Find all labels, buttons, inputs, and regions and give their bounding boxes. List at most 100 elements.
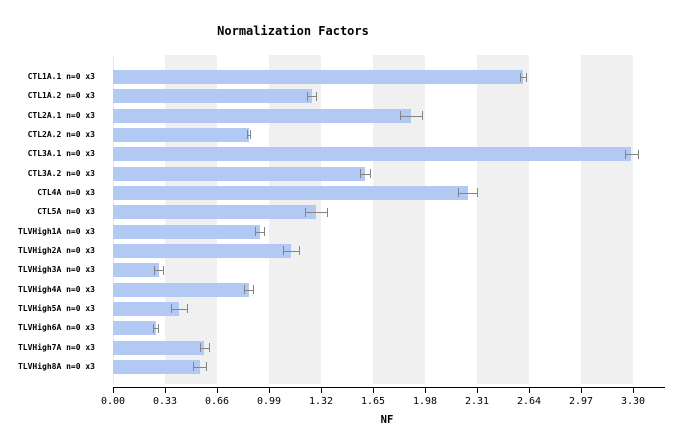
error-bar	[153, 270, 164, 272]
x-tick-label: 1.32	[308, 396, 334, 407]
error-bar	[305, 212, 328, 214]
grid-band	[269, 55, 321, 384]
error-bar-cap	[199, 343, 201, 353]
error-bar-cap	[205, 362, 207, 372]
bar	[113, 89, 312, 104]
bar-label: CTL2A.1 n=0 x3	[27, 110, 95, 120]
grid-band	[373, 55, 425, 384]
x-tick	[633, 388, 634, 393]
x-tick-label: 0.33	[152, 396, 178, 407]
error-bar	[283, 250, 299, 252]
error-bar	[243, 289, 254, 291]
bar-label: TLVHigh4A n=0 x3	[17, 284, 95, 294]
grid-band	[165, 55, 217, 384]
error-bar-cap	[316, 91, 318, 101]
bar-label: TLVHigh1A n=0 x3	[17, 226, 95, 236]
error-bar	[171, 308, 188, 310]
error-bar-cap	[399, 111, 401, 121]
x-tick-label: 1.65	[360, 396, 386, 407]
bar	[113, 205, 317, 220]
bar	[113, 282, 249, 297]
error-bar-cap	[243, 285, 245, 295]
error-bar-cap	[157, 323, 159, 333]
bar	[113, 321, 156, 336]
bar	[113, 359, 200, 374]
error-bar	[254, 231, 265, 233]
x-tick-label: 2.97	[568, 396, 594, 407]
error-bar-cap	[254, 227, 256, 237]
error-bar-cap	[525, 72, 527, 82]
x-tick-label: 0.66	[204, 396, 230, 407]
bar-label: TLVHigh2A n=0 x3	[17, 245, 95, 255]
bar-label: CTL2A.2 n=0 x3	[27, 129, 95, 139]
x-tick	[269, 388, 270, 393]
grid-band	[477, 55, 529, 384]
error-bar-cap	[637, 149, 639, 159]
x-tick	[165, 388, 166, 393]
bar-label: CTL3A.1 n=0 x3	[27, 149, 95, 159]
x-tick	[477, 388, 478, 393]
bar-label: TLVHigh8A n=0 x3	[17, 361, 95, 371]
bar-label: TLVHigh7A n=0 x3	[17, 342, 95, 352]
bar	[113, 340, 205, 355]
error-bar-cap	[187, 304, 189, 314]
error-bar-cap	[306, 91, 308, 101]
bar	[113, 127, 249, 142]
error-bar	[458, 192, 477, 194]
bar	[113, 108, 411, 123]
x-tick-label: 1.98	[412, 396, 438, 407]
error-bar-cap	[264, 227, 266, 237]
error-bar-cap	[171, 304, 173, 314]
error-bar-cap	[298, 246, 300, 256]
error-bar	[360, 173, 370, 175]
error-bar-cap	[163, 265, 165, 275]
error-bar	[306, 96, 317, 98]
bar-label: CTL3A.2 n=0 x3	[27, 168, 95, 178]
error-bar-cap	[209, 343, 211, 353]
error-bar-cap	[283, 246, 285, 256]
x-tick-label: 3.30	[620, 396, 646, 407]
error-bar-cap	[253, 285, 255, 295]
error-bar-cap	[305, 207, 307, 217]
y-axis-line	[113, 55, 114, 384]
error-bar-cap	[519, 72, 521, 82]
x-tick	[321, 388, 322, 393]
bar	[113, 301, 180, 316]
error-bar-cap	[193, 362, 195, 372]
error-bar-cap	[360, 169, 362, 179]
bar	[113, 70, 523, 84]
x-tick	[217, 388, 218, 393]
x-tick-label: 2.64	[516, 396, 542, 407]
bar-label: CTL1A.1 n=0 x3	[27, 72, 95, 81]
x-tick	[581, 388, 582, 393]
x-tick-label: 0.00	[100, 396, 126, 407]
x-tick	[529, 388, 530, 393]
x-tick-label: 0.99	[256, 396, 282, 407]
bar	[113, 185, 468, 200]
bar-label: CTL5A n=0 x3	[37, 207, 95, 217]
error-bar	[399, 115, 422, 117]
error-bar	[246, 134, 251, 136]
x-tick	[425, 388, 426, 393]
error-bar-cap	[153, 323, 155, 333]
bar-label: TLVHigh3A n=0 x3	[17, 265, 95, 275]
error-bar-cap	[246, 130, 248, 140]
x-axis-label: NF	[380, 414, 394, 426]
bar	[113, 224, 260, 239]
error-bar-cap	[250, 130, 252, 140]
error-bar-cap	[369, 169, 371, 179]
chart-title: Normalization Factors	[217, 24, 369, 38]
bar-label: CTL1A.2 n=0 x3	[27, 91, 95, 101]
x-tick	[113, 388, 114, 393]
error-bar-cap	[421, 111, 423, 121]
x-tick	[373, 388, 374, 393]
error-bar	[199, 347, 210, 349]
bar-label: CTL4A n=0 x3	[37, 187, 95, 197]
x-axis-line	[113, 387, 665, 388]
grid-band	[581, 55, 633, 384]
bar	[113, 147, 632, 162]
error-bar	[153, 328, 158, 330]
error-bar	[193, 366, 206, 368]
bar	[113, 243, 292, 258]
